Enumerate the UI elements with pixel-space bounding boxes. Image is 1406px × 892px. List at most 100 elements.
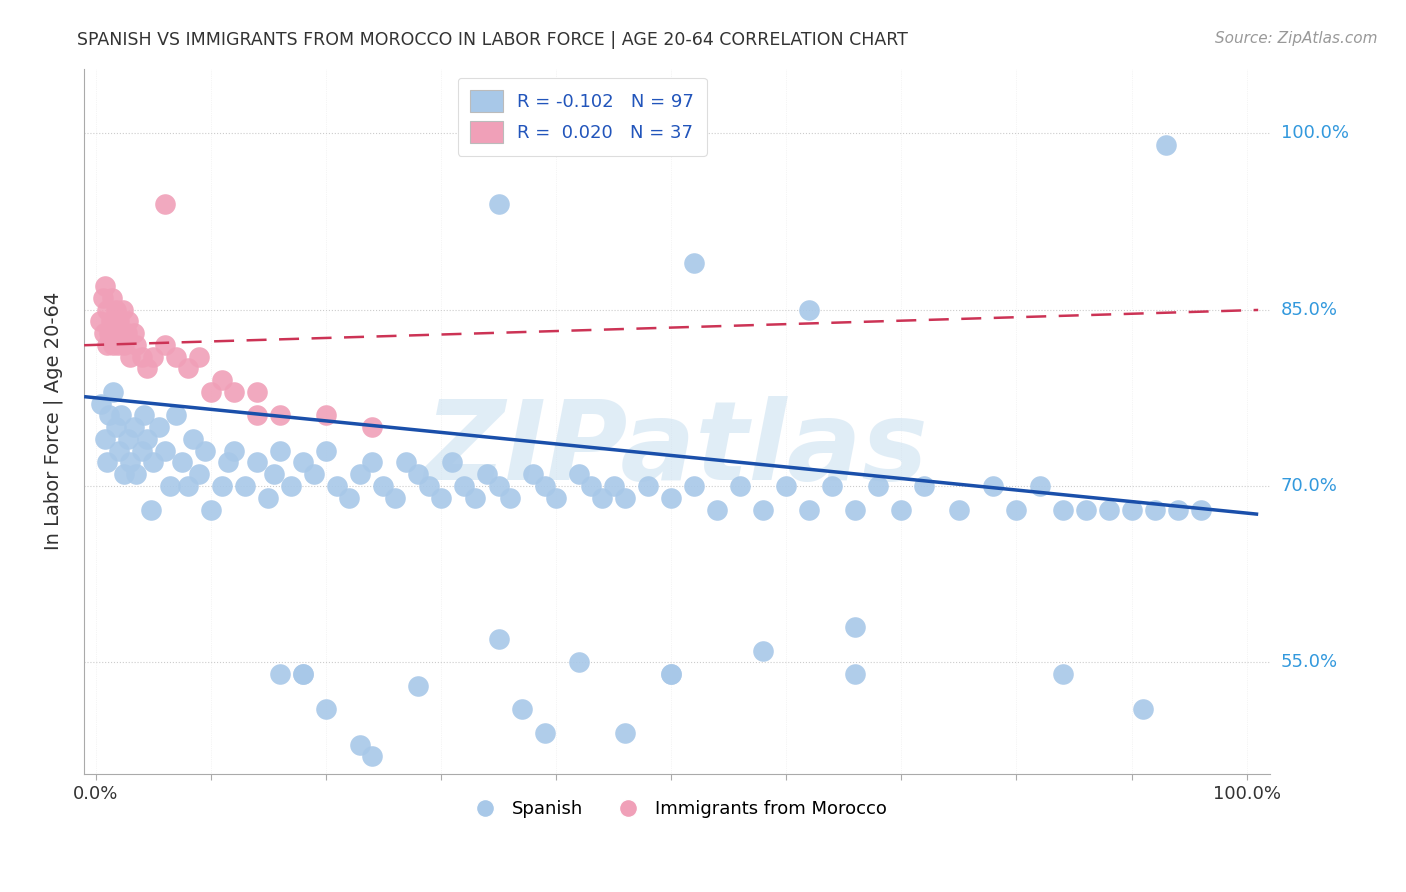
Point xyxy=(217,455,239,469)
Point xyxy=(315,443,337,458)
Point xyxy=(90,397,112,411)
Point xyxy=(200,384,222,399)
Point xyxy=(153,338,176,352)
Point xyxy=(1189,502,1212,516)
Point xyxy=(148,420,170,434)
Point xyxy=(120,350,142,364)
Point xyxy=(453,479,475,493)
Point xyxy=(222,443,245,458)
Point xyxy=(122,420,145,434)
Point xyxy=(488,632,510,646)
Point xyxy=(117,314,139,328)
Point xyxy=(246,409,269,423)
Point xyxy=(844,667,866,681)
Point xyxy=(98,326,121,340)
Point xyxy=(752,502,775,516)
Point xyxy=(125,338,148,352)
Point xyxy=(291,455,314,469)
Point xyxy=(315,702,337,716)
Text: 100.0%: 100.0% xyxy=(1281,124,1348,142)
Point xyxy=(246,455,269,469)
Point xyxy=(177,361,200,376)
Point xyxy=(142,350,165,364)
Point xyxy=(568,467,591,482)
Point xyxy=(752,643,775,657)
Point xyxy=(91,291,114,305)
Point xyxy=(602,479,624,493)
Point xyxy=(361,455,384,469)
Point xyxy=(291,667,314,681)
Point xyxy=(96,338,118,352)
Point xyxy=(211,479,233,493)
Point xyxy=(104,326,127,340)
Point xyxy=(522,467,544,482)
Point xyxy=(406,679,429,693)
Point xyxy=(269,409,291,423)
Text: Source: ZipAtlas.com: Source: ZipAtlas.com xyxy=(1215,31,1378,46)
Point xyxy=(200,502,222,516)
Point xyxy=(165,350,187,364)
Point xyxy=(637,479,659,493)
Point xyxy=(170,455,193,469)
Point xyxy=(110,409,132,423)
Point xyxy=(544,491,567,505)
Point xyxy=(488,479,510,493)
Point xyxy=(107,314,129,328)
Point xyxy=(821,479,844,493)
Point xyxy=(1132,702,1154,716)
Point xyxy=(107,443,129,458)
Point xyxy=(96,302,118,317)
Point xyxy=(337,491,360,505)
Point xyxy=(499,491,522,505)
Point xyxy=(488,196,510,211)
Point xyxy=(406,467,429,482)
Point xyxy=(326,479,349,493)
Point xyxy=(100,314,122,328)
Point xyxy=(373,479,395,493)
Point xyxy=(269,443,291,458)
Point xyxy=(706,502,728,516)
Point xyxy=(153,196,176,211)
Point xyxy=(948,502,970,516)
Point xyxy=(659,491,682,505)
Point xyxy=(269,667,291,681)
Point xyxy=(93,326,115,340)
Point xyxy=(291,667,314,681)
Point xyxy=(361,749,384,764)
Point xyxy=(659,667,682,681)
Point xyxy=(1167,502,1189,516)
Point xyxy=(1154,138,1177,153)
Point xyxy=(912,479,935,493)
Point xyxy=(103,314,125,328)
Point xyxy=(100,291,122,305)
Point xyxy=(115,326,138,340)
Point xyxy=(233,479,256,493)
Point xyxy=(349,467,371,482)
Point xyxy=(441,455,464,469)
Point xyxy=(799,502,821,516)
Point xyxy=(136,432,159,446)
Point xyxy=(1005,502,1028,516)
Point xyxy=(844,620,866,634)
Point xyxy=(89,314,111,328)
Point xyxy=(101,384,124,399)
Point xyxy=(246,384,269,399)
Text: 85.0%: 85.0% xyxy=(1281,301,1339,318)
Point xyxy=(1052,667,1074,681)
Point xyxy=(533,479,555,493)
Point xyxy=(125,467,148,482)
Point xyxy=(868,479,890,493)
Point xyxy=(120,455,142,469)
Point xyxy=(568,656,591,670)
Point xyxy=(1052,502,1074,516)
Point xyxy=(122,326,145,340)
Point xyxy=(1074,502,1097,516)
Point xyxy=(510,702,533,716)
Point xyxy=(139,502,162,516)
Point xyxy=(132,409,155,423)
Point xyxy=(728,479,751,493)
Point xyxy=(188,467,211,482)
Point xyxy=(131,350,153,364)
Point xyxy=(257,491,280,505)
Point xyxy=(384,491,406,505)
